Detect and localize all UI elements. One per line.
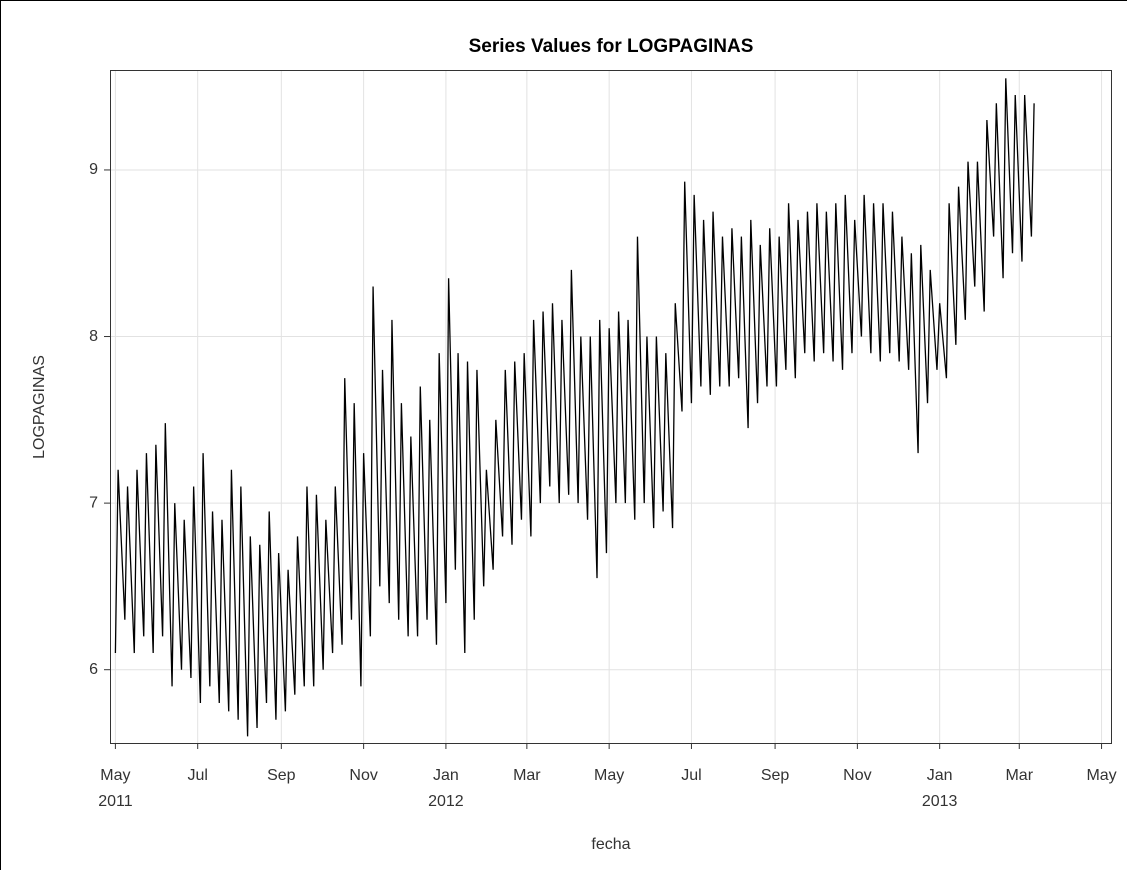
x-tick-label: Jan	[927, 767, 953, 784]
x-tick-label: Mar	[1005, 767, 1033, 784]
plot-border	[110, 70, 1112, 744]
x-year-label: 2013	[922, 793, 958, 810]
x-tick-label: Sep	[267, 767, 296, 784]
x-tick-label: Sep	[761, 767, 790, 784]
x-tick-label: May	[594, 767, 624, 784]
y-tick-label: 8	[89, 328, 98, 345]
plot	[114, 78, 1035, 737]
y-tick-label: 7	[89, 494, 98, 511]
x-tick-label: May	[100, 767, 130, 784]
x-tick-label: Nov	[349, 767, 377, 784]
x-tick-label: Jul	[681, 767, 701, 784]
y-axis-label: LOGPAGINAS	[31, 355, 48, 459]
x-tick-label: Nov	[843, 767, 871, 784]
grid	[110, 70, 1111, 743]
x-tick-label: Jul	[187, 767, 207, 784]
y-tick-label: 9	[89, 161, 98, 178]
x-axis-label: fecha	[591, 836, 630, 853]
axes: 6 7 8 9 May Jul Sep Nov Jan Mar May Jul Sep Nov Jan Mar…	[89, 161, 1117, 810]
series-line	[114, 78, 1035, 737]
x-tick-label: May	[1086, 767, 1116, 784]
x-tick-label: Jan	[433, 767, 459, 784]
chart-title: Series Values for LOGPAGINAS	[469, 36, 754, 57]
x-tick-label: Mar	[513, 767, 541, 784]
y-tick-label: 6	[89, 661, 98, 678]
x-year-label: 2012	[428, 793, 464, 810]
x-year-label: 2011	[98, 793, 133, 810]
